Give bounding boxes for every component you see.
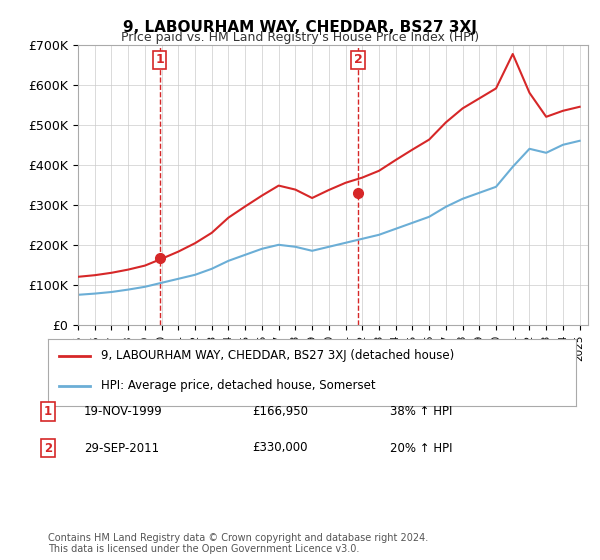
Text: HPI: Average price, detached house, Somerset: HPI: Average price, detached house, Some…: [101, 379, 376, 393]
Text: £166,950: £166,950: [252, 405, 308, 418]
Text: 2: 2: [44, 441, 52, 455]
Text: 19-NOV-1999: 19-NOV-1999: [84, 405, 163, 418]
Text: 2: 2: [353, 53, 362, 66]
Text: £330,000: £330,000: [252, 441, 308, 455]
Text: Contains HM Land Registry data © Crown copyright and database right 2024.
This d: Contains HM Land Registry data © Crown c…: [48, 533, 428, 554]
Text: 1: 1: [155, 53, 164, 66]
Text: 20% ↑ HPI: 20% ↑ HPI: [390, 441, 452, 455]
Text: 9, LABOURHAM WAY, CHEDDAR, BS27 3XJ: 9, LABOURHAM WAY, CHEDDAR, BS27 3XJ: [123, 20, 477, 35]
Text: Price paid vs. HM Land Registry's House Price Index (HPI): Price paid vs. HM Land Registry's House …: [121, 31, 479, 44]
Text: 1: 1: [44, 405, 52, 418]
Text: 29-SEP-2011: 29-SEP-2011: [84, 441, 159, 455]
Text: 9, LABOURHAM WAY, CHEDDAR, BS27 3XJ (detached house): 9, LABOURHAM WAY, CHEDDAR, BS27 3XJ (det…: [101, 349, 454, 362]
Text: 38% ↑ HPI: 38% ↑ HPI: [390, 405, 452, 418]
